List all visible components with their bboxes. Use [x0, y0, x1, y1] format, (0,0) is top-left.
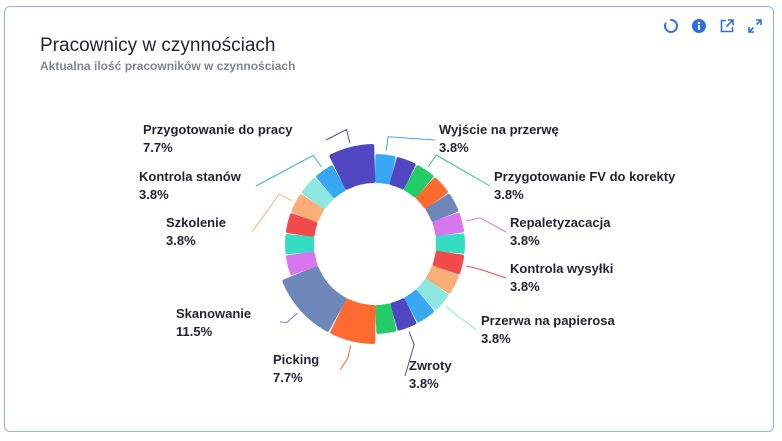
- slice-label-kontrola-wysylki: Kontrola wysyłki 3.8%: [510, 261, 613, 294]
- slice-label-zwroty: Zwroty 3.8%: [409, 358, 452, 391]
- slice-name: Przerwa na papierosa: [481, 313, 615, 328]
- donut-slice[interactable]: [426, 265, 459, 294]
- donut-slice[interactable]: [390, 298, 417, 331]
- expand-button[interactable]: [745, 16, 765, 36]
- leader-line: [466, 217, 507, 233]
- slice-name: Zwroty: [409, 358, 452, 373]
- chart-title: Pracownicy w czynnościach: [40, 35, 276, 56]
- slice-name: Przygotowanie do pracy: [143, 122, 293, 137]
- donut-slice[interactable]: [374, 154, 396, 185]
- donut-slice[interactable]: [329, 144, 376, 190]
- chart-subtitle: Aktualna ilość pracowników w czynnościac…: [40, 59, 296, 73]
- slice-name: Przygotowanie FV do korekty: [494, 169, 676, 184]
- donut-slice[interactable]: [425, 193, 459, 222]
- leader-line: [466, 265, 507, 279]
- refresh-icon: [664, 19, 678, 33]
- slice-label-szkolenie: Szkolenie 3.8%: [166, 215, 226, 248]
- slice-name: Skanowanie: [176, 306, 251, 321]
- info-icon: [692, 19, 706, 33]
- slice-name: Repaletyzacacja: [510, 215, 611, 230]
- donut-slice[interactable]: [432, 212, 464, 237]
- donut-slice[interactable]: [435, 233, 465, 254]
- slice-percent: 3.8%: [510, 233, 540, 248]
- slice-label-repaletyzacacja: Repaletyzacacja 3.8%: [510, 215, 611, 248]
- slice-percent: 3.8%: [409, 376, 439, 391]
- leader-line: [279, 312, 298, 323]
- expand-icon: [748, 19, 762, 33]
- leader-line: [255, 154, 322, 187]
- slice-label-przerwa-na-papierosa: Przerwa na papierosa 3.8%: [481, 313, 615, 346]
- slice-percent: 3.8%: [439, 140, 469, 155]
- donut-slice[interactable]: [432, 251, 465, 275]
- external-link-icon: [720, 19, 734, 33]
- slice-label-przygotowanie-fv: Przygotowanie FV do korekty 3.8%: [494, 169, 676, 202]
- donut-slice[interactable]: [285, 251, 318, 275]
- donut-slice[interactable]: [375, 303, 397, 334]
- slice-label-przygotowanie-do-pracy: Przygotowanie do pracy 7.7%: [143, 122, 293, 155]
- leader-line: [251, 193, 292, 233]
- slice-name: Kontrola wysyłki: [510, 261, 613, 276]
- slice-label-wyjscie-na-przerwe: Wyjście na przerwę 3.8%: [439, 122, 559, 155]
- leader-line: [385, 136, 436, 151]
- slice-label-skanowanie: Skanowanie 11.5%: [176, 306, 251, 339]
- slice-percent: 3.8%: [510, 279, 540, 294]
- slice-percent: 7.7%: [273, 370, 303, 385]
- donut-slice[interactable]: [415, 177, 448, 209]
- donut-slice[interactable]: [404, 290, 434, 323]
- leader-line: [339, 345, 352, 371]
- chart-card: Pracownicy w czynnościach Aktualna ilość…: [4, 6, 774, 432]
- leader-lines: [251, 128, 507, 377]
- donut-slice[interactable]: [285, 234, 315, 255]
- donut-slices: [282, 144, 465, 344]
- donut-slice[interactable]: [291, 194, 325, 223]
- slice-label-kontrola-stanow: Kontrola stanów 3.8%: [139, 169, 242, 202]
- slice-percent: 11.5%: [176, 324, 213, 339]
- slice-name: Szkolenie: [166, 215, 226, 230]
- slice-name: Picking: [273, 352, 319, 367]
- card-toolbar: [661, 16, 765, 36]
- slice-name: Wyjście na przerwę: [439, 122, 559, 137]
- leader-line: [404, 331, 415, 377]
- slice-name: Kontrola stanów: [139, 169, 242, 184]
- slice-percent: 3.8%: [494, 187, 524, 202]
- leader-line: [445, 305, 478, 331]
- slice-percent: 3.8%: [139, 187, 169, 202]
- donut-slice[interactable]: [330, 298, 376, 344]
- donut-slice[interactable]: [285, 213, 318, 237]
- donut-slice[interactable]: [316, 165, 346, 198]
- donut-slice[interactable]: [282, 266, 347, 332]
- slice-percent: 3.8%: [166, 233, 196, 248]
- slice-percent: 3.8%: [481, 331, 511, 346]
- info-button[interactable]: [689, 16, 709, 36]
- refresh-button[interactable]: [661, 16, 681, 36]
- slice-label-picking: Picking 7.7%: [273, 352, 319, 385]
- donut-slice[interactable]: [301, 178, 334, 209]
- leader-line: [325, 128, 351, 144]
- leader-line: [427, 154, 491, 187]
- donut-slice[interactable]: [416, 278, 449, 310]
- donut-slice[interactable]: [403, 165, 434, 198]
- open-external-button[interactable]: [717, 16, 737, 36]
- slice-percent: 7.7%: [143, 140, 173, 155]
- donut-slice[interactable]: [389, 157, 416, 190]
